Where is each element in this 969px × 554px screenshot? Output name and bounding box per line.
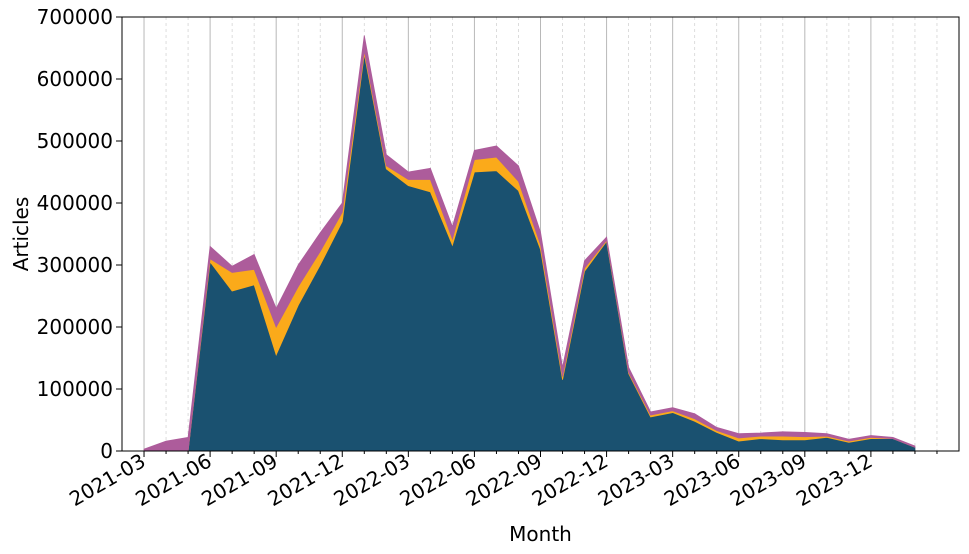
y-axis-label: Articles xyxy=(9,197,33,272)
series-areas xyxy=(143,35,916,452)
x-axis-label: Month xyxy=(509,522,572,546)
x-tick-label: 2023-12 xyxy=(792,449,876,512)
x-axis: 2021-032021-062021-092021-122022-032022-… xyxy=(65,449,938,512)
y-tick-label: 200000 xyxy=(37,315,113,339)
y-tick-label: 500000 xyxy=(37,129,113,153)
series-area-1 xyxy=(144,54,916,452)
y-tick-label: 600000 xyxy=(37,67,113,91)
y-axis: 0 100000 200000 300000 400000 500000 600000 700… xyxy=(37,5,122,463)
series-area-3 xyxy=(143,35,916,452)
y-tick-label: 100000 xyxy=(37,377,113,401)
y-tick-label: 400000 xyxy=(37,191,113,215)
y-tick-label: 700000 xyxy=(37,5,113,29)
y-tick-label: 300000 xyxy=(37,253,113,277)
y-tick-label: 0 xyxy=(100,439,113,463)
